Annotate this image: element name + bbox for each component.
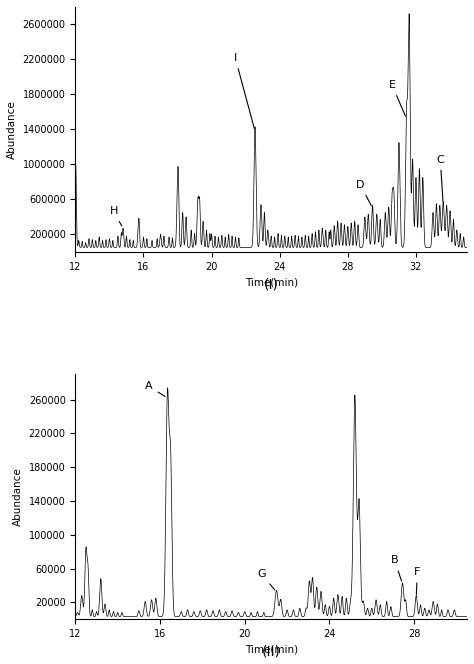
Text: H: H bbox=[109, 207, 122, 226]
Text: I: I bbox=[234, 53, 254, 128]
Text: D: D bbox=[356, 180, 371, 206]
Text: (I): (I) bbox=[264, 278, 279, 291]
Text: (II): (II) bbox=[262, 645, 281, 659]
Text: G: G bbox=[257, 569, 275, 590]
Text: C: C bbox=[437, 155, 444, 202]
Y-axis label: Abundance: Abundance bbox=[7, 100, 17, 159]
X-axis label: Time(min): Time(min) bbox=[245, 645, 298, 655]
Y-axis label: Abundance: Abundance bbox=[13, 467, 23, 526]
X-axis label: Time(min): Time(min) bbox=[245, 277, 298, 287]
Text: A: A bbox=[145, 382, 165, 396]
Text: B: B bbox=[391, 556, 401, 581]
Text: F: F bbox=[414, 567, 420, 594]
Text: E: E bbox=[389, 80, 405, 116]
